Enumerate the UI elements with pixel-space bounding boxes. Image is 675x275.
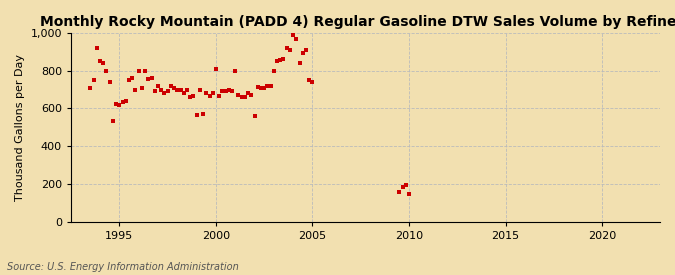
Point bbox=[400, 183, 411, 187]
Point bbox=[397, 185, 408, 189]
Point bbox=[259, 86, 269, 90]
Point bbox=[298, 51, 308, 55]
Point bbox=[143, 77, 154, 81]
Point bbox=[288, 33, 298, 37]
Point bbox=[146, 76, 157, 81]
Point bbox=[127, 76, 138, 81]
Point bbox=[105, 80, 115, 84]
Point bbox=[191, 113, 202, 117]
Point bbox=[217, 89, 227, 94]
Point bbox=[124, 78, 134, 82]
Point bbox=[207, 91, 218, 95]
Point bbox=[117, 100, 128, 104]
Point bbox=[307, 80, 318, 84]
Point bbox=[269, 68, 279, 73]
Point bbox=[211, 67, 221, 71]
Text: Source: U.S. Energy Information Administration: Source: U.S. Energy Information Administ… bbox=[7, 262, 238, 272]
Point bbox=[272, 59, 283, 64]
Point bbox=[304, 78, 315, 82]
Point bbox=[114, 103, 125, 107]
Point bbox=[249, 114, 260, 118]
Point bbox=[85, 86, 96, 90]
Point bbox=[172, 87, 183, 92]
Point bbox=[185, 95, 196, 99]
Point bbox=[404, 192, 414, 197]
Point bbox=[265, 84, 276, 88]
Point bbox=[178, 91, 189, 95]
Point bbox=[140, 68, 151, 73]
Point bbox=[281, 46, 292, 50]
Point bbox=[130, 87, 141, 92]
Point bbox=[230, 68, 240, 73]
Point bbox=[98, 61, 109, 65]
Point bbox=[156, 87, 167, 92]
Point bbox=[236, 95, 247, 99]
Point bbox=[107, 119, 118, 123]
Point bbox=[194, 87, 205, 92]
Point bbox=[201, 91, 212, 95]
Point bbox=[182, 87, 192, 92]
Point bbox=[198, 112, 209, 116]
Point bbox=[278, 57, 289, 62]
Point bbox=[252, 84, 263, 89]
Point bbox=[169, 86, 180, 90]
Point bbox=[136, 86, 147, 90]
Point bbox=[220, 88, 231, 93]
Point bbox=[262, 84, 273, 88]
Point bbox=[176, 87, 186, 92]
Point bbox=[133, 68, 144, 73]
Point bbox=[153, 84, 163, 88]
Point bbox=[165, 84, 176, 88]
Point bbox=[111, 101, 122, 106]
Point bbox=[227, 88, 238, 93]
Point bbox=[120, 99, 131, 103]
Point bbox=[243, 91, 254, 95]
Point bbox=[95, 59, 105, 64]
Point bbox=[91, 46, 102, 50]
Point bbox=[275, 58, 286, 62]
Point bbox=[159, 91, 169, 95]
Point bbox=[88, 78, 99, 82]
Point bbox=[256, 86, 267, 90]
Point bbox=[284, 48, 295, 52]
Point bbox=[223, 87, 234, 92]
Point bbox=[394, 189, 405, 194]
Point bbox=[294, 61, 305, 65]
Point bbox=[240, 95, 250, 99]
Point bbox=[162, 88, 173, 93]
Point bbox=[291, 36, 302, 41]
Point bbox=[300, 48, 311, 52]
Point bbox=[101, 68, 112, 73]
Point bbox=[149, 88, 160, 93]
Point bbox=[233, 93, 244, 97]
Point bbox=[188, 94, 198, 98]
Point bbox=[204, 94, 215, 98]
Point bbox=[246, 93, 256, 97]
Y-axis label: Thousand Gallons per Day: Thousand Gallons per Day bbox=[15, 54, 25, 201]
Title: Monthly Rocky Mountain (PADD 4) Regular Gasoline DTW Sales Volume by Refiners: Monthly Rocky Mountain (PADD 4) Regular … bbox=[40, 15, 675, 29]
Point bbox=[214, 94, 225, 98]
